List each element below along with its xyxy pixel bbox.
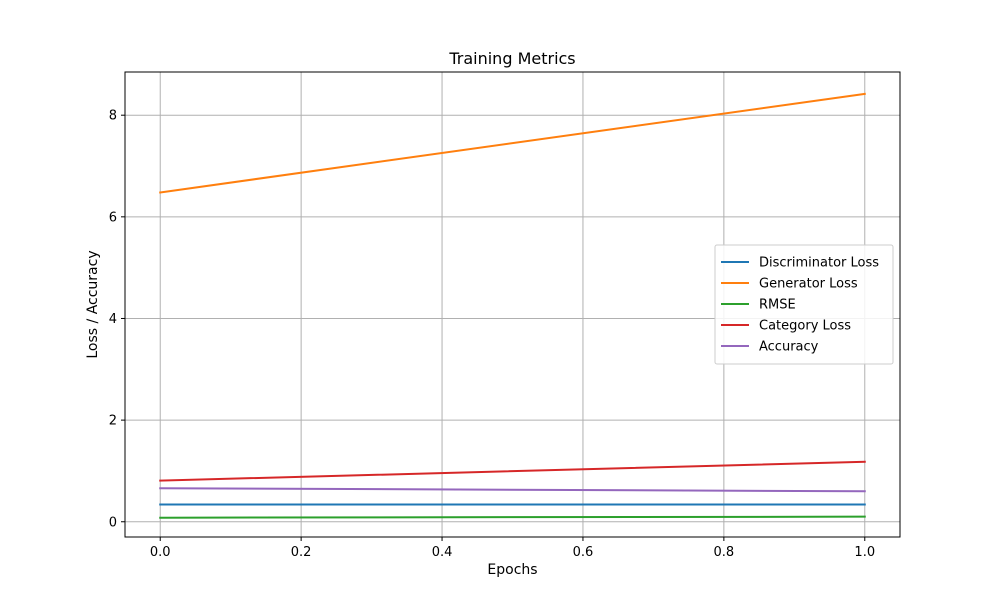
x-tick-label: 0.8 [714,545,735,560]
x-tick-label: 0.0 [150,545,171,560]
series-line-rmse [159,515,866,519]
series-line-category-loss [159,460,866,482]
legend-label-rmse: RMSE [759,298,796,313]
series-lines [159,92,866,519]
x-axis-label: Epochs [487,562,537,578]
series-line-generator-loss [159,92,866,194]
legend-box [714,244,894,365]
ticks: 0.0 0.2 0.4 0.6 0.8 1.0 0 2 4 6 8 [109,109,875,560]
legend-label-category-loss: Category Loss [759,319,851,334]
y-tick-label: 6 [109,210,117,225]
y-axis-label: Loss / Accuracy [85,250,101,358]
x-tick-label: 0.2 [291,545,312,560]
chart-title: Training Metrics [448,49,575,68]
series-line-accuracy [159,487,866,493]
x-tick-label: 1.0 [854,545,875,560]
y-tick-label: 0 [109,515,117,530]
x-tick-label: 0.4 [432,545,453,560]
legend-label-discriminator-loss: Discriminator Loss [759,256,879,271]
legend: Discriminator Loss Generator Loss RMSE Cate… [714,244,894,365]
plot-frame [124,71,901,538]
y-tick-label: 8 [109,109,117,124]
legend-label-accuracy: Accuracy [759,340,819,355]
x-tick-label: 0.6 [573,545,594,560]
y-tick-label: 4 [109,312,117,327]
y-tick-label: 2 [109,414,117,429]
legend-label-generator-loss: Generator Loss [759,277,858,292]
